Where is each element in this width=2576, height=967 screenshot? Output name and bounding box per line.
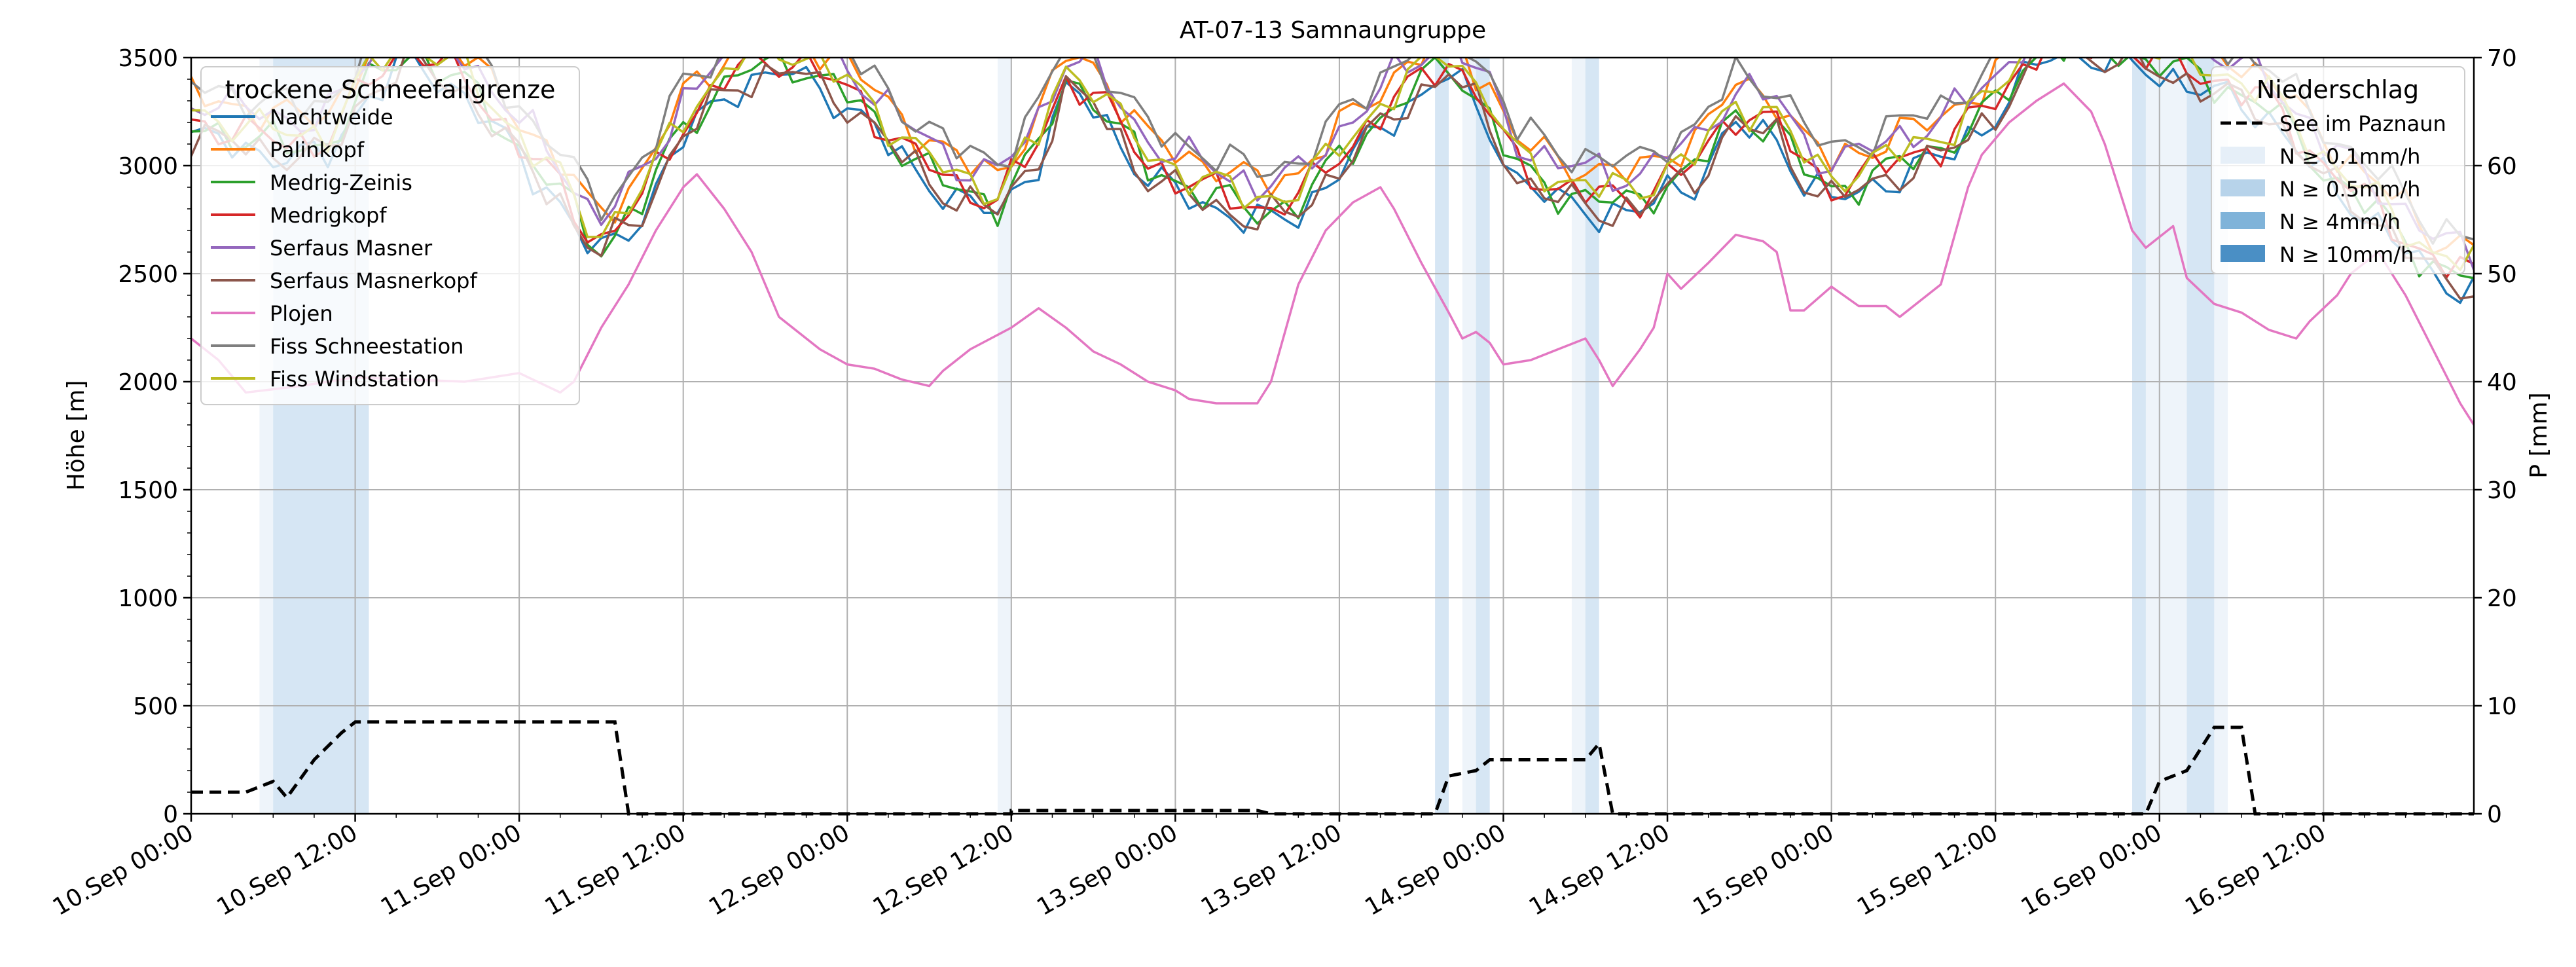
precip-band	[1585, 58, 1599, 814]
legend-item-label: Plojen	[270, 301, 333, 326]
legend-item-label: Fiss Schneestation	[270, 334, 463, 359]
x-tick-label: 16.Sep 00:00	[2017, 819, 2167, 921]
x-tick-label: 15.Sep 00:00	[1689, 819, 1839, 921]
legend-swatch	[2221, 245, 2265, 262]
series-line-see-im-paznaun	[191, 720, 2474, 816]
y2-tick-label: 40	[2487, 369, 2517, 396]
precip-band	[1435, 58, 1449, 814]
legend-item-label: Palinkopf	[270, 137, 365, 162]
legend-precipitation-box	[2211, 66, 2465, 274]
legend-swatch	[2221, 179, 2265, 196]
legend-item-label: Fiss Windstation	[270, 367, 439, 392]
x-axis: 10.Sep 00:00 10.Sep 12:00 11.Sep 00:00 11.S…	[48, 814, 2447, 921]
x-tick-label: 10.Sep 00:00	[48, 819, 198, 921]
legend-item-label: Nachtweide	[270, 105, 393, 130]
x-tick-label: 11.Sep 12:00	[541, 819, 691, 921]
legend-snowline-box	[200, 66, 580, 405]
y-axis-label: Höhe [m]	[63, 380, 90, 491]
y-tick-label: 2000	[118, 369, 178, 396]
y-tick-label: 1500	[118, 477, 178, 504]
precip-band	[2132, 58, 2146, 814]
x-tick-label: 16.Sep 12:00	[2181, 819, 2331, 921]
legend-item-label: Medrig-Zeinis	[270, 170, 412, 195]
x-tick-label: 12.Sep 12:00	[869, 819, 1019, 921]
y-tick-label: 2500	[118, 261, 178, 288]
x-tick-label: 12.Sep 00:00	[704, 819, 854, 921]
x-tick-label: 13.Sep 00:00	[1032, 819, 1182, 921]
y-axis-left: 0 500 1000 1500 2000 2500 3000 3500	[118, 45, 191, 828]
y-tick-label: 3000	[118, 153, 178, 180]
legend-item-label: See im Paznaun	[2279, 111, 2446, 136]
y2-tick-label: 30	[2487, 477, 2517, 504]
y-tick-label: 500	[133, 693, 178, 720]
legend-swatch	[2221, 212, 2265, 229]
y-tick-label: 3500	[118, 45, 178, 72]
y2-tick-label: 0	[2487, 801, 2502, 828]
y2-tick-label: 10	[2487, 693, 2517, 720]
plot-frame	[190, 56, 2475, 815]
legend-item-label: Medrigkopf	[270, 203, 387, 228]
x-tick-label: 10.Sep 12:00	[212, 819, 362, 921]
legend-snowline: trockene Schneefallgrenze Nachtweide Pali…	[200, 66, 580, 405]
y-tick-label: 1000	[118, 585, 178, 612]
legend-item-label: N ≥ 10mm/h	[2279, 242, 2414, 267]
y2-tick-label: 50	[2487, 261, 2517, 288]
legend-swatch	[2221, 147, 2265, 164]
legend-item-label: Serfaus Masnerkopf	[270, 268, 477, 293]
y-tick-label: 0	[163, 801, 178, 828]
y2-tick-label: 70	[2487, 45, 2517, 72]
y2-axis-label: P [mm]	[2526, 392, 2552, 478]
series-line-plojen	[191, 82, 2474, 426]
legend-item-label: N ≥ 0.1mm/h	[2279, 144, 2420, 169]
precip-band	[997, 58, 1011, 814]
legend-item-label: N ≥ 0.5mm/h	[2279, 177, 2420, 202]
x-tick-label: 13.Sep 12:00	[1197, 819, 1347, 921]
precip-band	[1476, 58, 1490, 814]
legend-precipitation: Niederschlag See im Paznaun N ≥ 0.1mm/h N …	[2211, 66, 2465, 274]
y2-tick-label: 60	[2487, 153, 2517, 180]
legend-precipitation-title: Niederschlag	[2257, 75, 2419, 104]
y-axis-right: 0 10 20 30 40 50 60 70	[2474, 45, 2517, 828]
x-tick-label: 15.Sep 12:00	[1853, 819, 2003, 921]
paznaun-series	[191, 720, 2474, 816]
legend-item-label: N ≥ 4mm/h	[2279, 210, 2401, 234]
precip-band	[2186, 58, 2215, 814]
y2-tick-label: 20	[2487, 585, 2517, 612]
x-tick-label: 14.Sep 12:00	[1525, 819, 1675, 921]
chart-title: AT-07-13 Samnaungruppe	[1180, 17, 1486, 44]
legend-snowline-title: trockene Schneefallgrenze	[225, 75, 556, 104]
x-tick-label: 11.Sep 00:00	[376, 819, 526, 921]
x-tick-label: 14.Sep 00:00	[1360, 819, 1510, 921]
legend-item-label: Serfaus Masner	[270, 236, 433, 261]
